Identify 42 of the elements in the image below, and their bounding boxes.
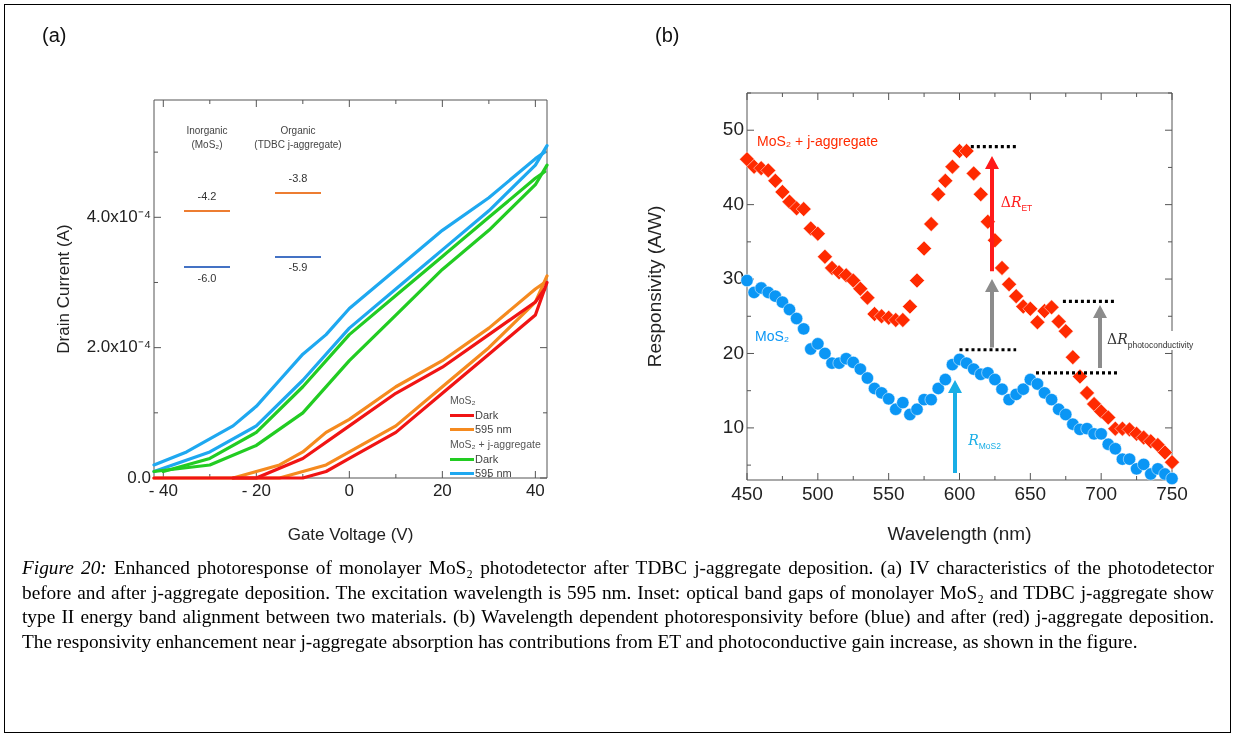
annotation: ΔR$_{photoconductivity}$ [1106, 331, 1195, 351]
x-tick-label: 20 [432, 480, 452, 500]
series-label: MoS₂ + j-aggregate [757, 133, 879, 150]
x-tick-label: 650 [1014, 482, 1047, 504]
annotation: Organic (TDBC j-aggregate) [253, 124, 343, 152]
chart-title: (b) [655, 24, 680, 47]
y-tick-label: 0.0 [127, 467, 151, 487]
legend-label: 595 nm [475, 467, 512, 479]
legend-label: 595 nm [475, 423, 512, 435]
x-tick-label: - 20 [241, 480, 271, 500]
x-axis-title: Wavelength (nm) [887, 522, 1032, 544]
y-axis-title: Drain Current (A) [53, 224, 73, 354]
annotation: -5.9 [287, 261, 309, 273]
x-tick-label: 550 [872, 482, 905, 504]
annotation: ΔR$_{ET}$ [999, 193, 1034, 213]
annotation: R$_{MoS2}$ [968, 431, 1001, 451]
x-tick-label: 600 [943, 482, 976, 504]
annotation: -3.8 [287, 172, 309, 184]
x-tick-label: 500 [801, 482, 834, 504]
x-axis-title: Gate Voltage (V) [287, 525, 414, 545]
legend-label: Dark [475, 453, 499, 465]
annotation: -6.0 [196, 272, 218, 284]
annotation: MoS₂ [450, 393, 477, 408]
chart-title: (a) [42, 24, 67, 47]
y-tick-label: 10 [722, 416, 744, 438]
y-axis-title: Responsivity (A/W) [643, 205, 665, 368]
annotation: MoS₂ + j-aggregate [450, 437, 542, 452]
legend-label: Dark [475, 409, 499, 421]
y-tick-label: 2.0x10⁻⁴ [86, 337, 151, 357]
x-tick-label: 40 [525, 480, 545, 500]
x-tick-label: 450 [731, 482, 763, 504]
y-tick-label: 50 [722, 118, 744, 140]
y-tick-label: 40 [722, 192, 744, 214]
y-tick-label: 20 [722, 341, 744, 363]
annotation: -4.2 [196, 190, 218, 202]
x-tick-label: 0 [344, 480, 355, 500]
x-tick-label: 750 [1156, 482, 1188, 504]
caption: Figure 20: [22, 557, 107, 578]
y-tick-label: 4.0x10⁻⁴ [86, 207, 151, 226]
x-tick-label: 700 [1085, 482, 1118, 504]
series-label: MoS₂ [755, 327, 790, 344]
annotation: Inorganic (MoS₂) [185, 124, 229, 152]
